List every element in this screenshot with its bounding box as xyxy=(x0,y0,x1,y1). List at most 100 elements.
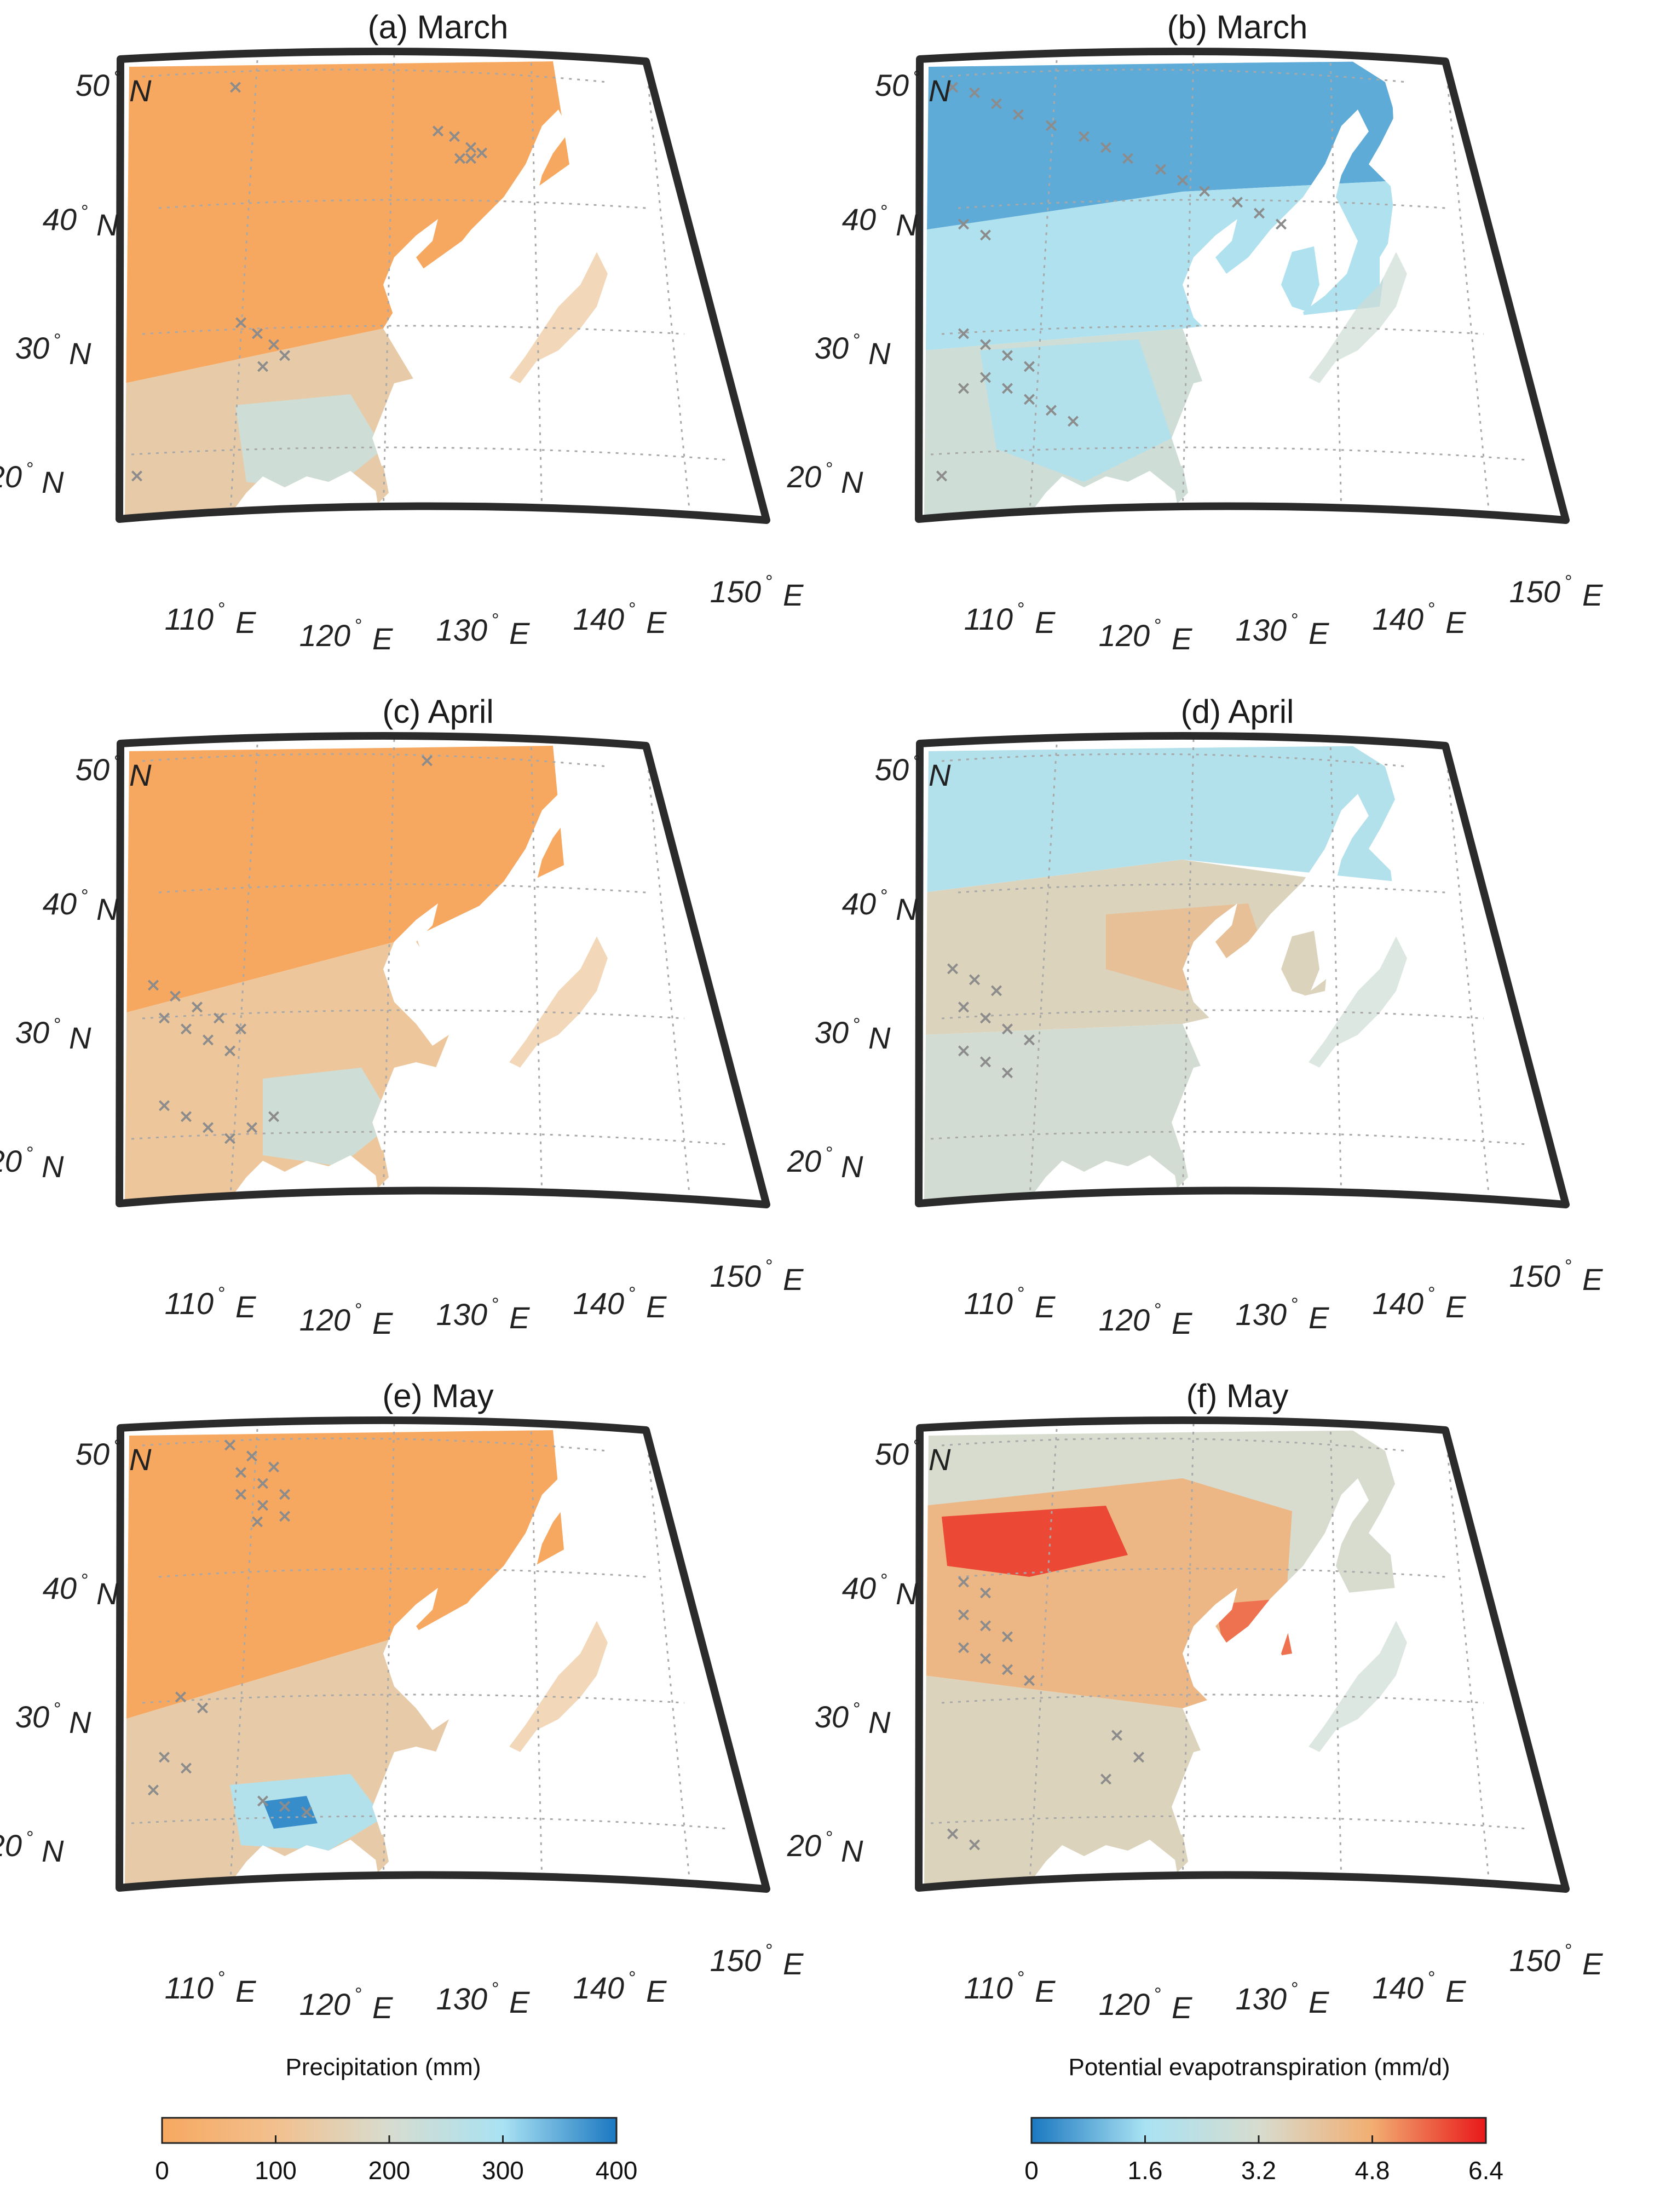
panel-b: (b) March× × × × × × × × × × × × × ×× ×× × × ×× × × × × ××50 ° N… xyxy=(787,9,1603,656)
panel-c: (c) April××××××××××××××××50°N40°N30°N20°… xyxy=(0,693,804,1340)
lat-label-hemisphere: N xyxy=(129,758,152,792)
contour-region xyxy=(235,394,383,493)
map-body: × × ×× × ×× × ××× ×× ×× × × × xyxy=(119,1420,766,1889)
lon-label: 120 ° E xyxy=(1099,1300,1192,1340)
mask-marker: × xyxy=(250,1511,266,1533)
lat-label-degree: ° xyxy=(81,1570,89,1591)
mask-marker: × xyxy=(1000,1062,1016,1084)
mask-marker: × xyxy=(989,93,1005,114)
lat-label-hemisphere: N xyxy=(929,758,951,792)
mask-marker: × xyxy=(1252,202,1267,224)
map-frame xyxy=(915,1416,1570,1893)
lat-label-degree: ° xyxy=(81,201,89,222)
lat-label: 50 ° N xyxy=(875,1436,951,1477)
mask-marker: × xyxy=(978,333,994,355)
mask-marker: × xyxy=(146,1779,162,1801)
lat-label-degree: ° xyxy=(853,1015,861,1035)
mask-marker: × xyxy=(1109,1724,1125,1746)
contour-region xyxy=(980,339,1172,482)
lon-label-degree: ° xyxy=(355,1984,362,2005)
lat-label-hemisphere: N xyxy=(841,465,863,499)
mask-marker: × xyxy=(255,1494,271,1516)
mask-marker: × xyxy=(277,1795,293,1817)
lon-label-value: 150 xyxy=(710,1259,761,1293)
mask-marker: × xyxy=(211,1007,227,1029)
mask-marker: × xyxy=(1022,388,1038,410)
panels-layer: (a) March×××××××××××××50°N40°N30°N20°N11… xyxy=(0,9,1603,2025)
mask-marker: × xyxy=(1131,1746,1147,1768)
lon-label: 150 ° E xyxy=(710,1256,804,1297)
lat-label-degree: ° xyxy=(880,201,888,222)
contour-region xyxy=(125,746,564,1013)
lat-label-hemisphere: N xyxy=(868,336,891,371)
mask-marker: × xyxy=(222,1040,238,1062)
map-body: ×× × ××××× × ×××× xyxy=(119,51,766,520)
mask-marker: × xyxy=(978,1007,994,1029)
lat-label: 50 ° N xyxy=(875,752,951,792)
mask-marker: × xyxy=(447,125,463,147)
mask-marker: × xyxy=(956,1571,972,1593)
colorbar-layer: Precipitation (mm) 0 100 200 300 400 Potenti… xyxy=(155,2054,1503,2185)
lon-label: 120 ° E xyxy=(299,1300,393,1340)
mask-marker: × xyxy=(1022,1029,1038,1051)
mask-markers: × × × × × × × × × × × × × × xyxy=(945,1571,1147,1856)
lat-label-hemisphere: N xyxy=(42,465,64,499)
mask-marker: × xyxy=(1098,136,1114,158)
lat-label: 30 ° N xyxy=(815,1015,891,1055)
mask-marker: × xyxy=(129,465,145,487)
lat-label-degree: ° xyxy=(81,886,89,907)
mask-marker: × xyxy=(233,1018,249,1040)
lat-label-hemisphere: N xyxy=(96,208,119,242)
lat-label: 20° N xyxy=(0,1828,64,1868)
mask-marker: × xyxy=(1098,1768,1114,1790)
lon-label-value: 130 xyxy=(436,1981,487,2016)
colorbar-ticks-pet: 0 1.6 3.2 4.8 6.4 xyxy=(1024,2135,1503,2185)
lat-label: 20° N xyxy=(0,1143,64,1184)
lat-label-value: 30 xyxy=(15,331,49,365)
graticule xyxy=(930,1423,1528,1889)
mask-marker: × xyxy=(189,996,205,1018)
lon-label: 140 ° E xyxy=(573,1283,667,1324)
lon-label-degree: ° xyxy=(355,615,362,636)
lat-label-value: 40 xyxy=(43,1571,77,1605)
lon-label-value: 110 xyxy=(165,602,214,636)
lat-label-degree: ° xyxy=(54,1015,61,1035)
lon-label: 130 ° E xyxy=(436,1979,530,2019)
mask-marker: × xyxy=(1044,114,1059,136)
map-frame xyxy=(116,47,770,524)
lat-label-value: 50 xyxy=(875,68,909,102)
mask-marker: × xyxy=(233,312,249,333)
lon-label-degree: ° xyxy=(1565,1256,1572,1277)
lat-label-degree: ° xyxy=(114,67,122,88)
lon-label-value: 120 xyxy=(1099,1303,1150,1337)
lat-label: 40 ° N xyxy=(43,886,119,926)
lat-label-hemisphere: N xyxy=(868,1021,891,1055)
lon-label-hemisphere: E xyxy=(235,1289,256,1324)
lat-label-hemisphere: N xyxy=(42,1149,64,1184)
panel-title: (b) March xyxy=(1167,9,1308,45)
lat-label: 30 ° N xyxy=(15,1015,91,1055)
mask-marker: × xyxy=(266,333,282,355)
mask-marker: × xyxy=(277,1505,293,1527)
lon-label: 140 ° E xyxy=(573,1968,667,2008)
lon-label: 140 ° E xyxy=(1373,599,1466,640)
lon-label-degree: ° xyxy=(765,1256,773,1277)
mask-marker: × xyxy=(934,465,950,487)
lon-label-hemisphere: E xyxy=(1035,605,1056,640)
contour-region xyxy=(263,1068,394,1166)
lon-label-value: 140 xyxy=(573,1286,624,1321)
mask-marker: × xyxy=(168,985,183,1007)
lon-label: 150 ° E xyxy=(710,1940,804,1981)
map-body: × × × × × × × × × × × × × × xyxy=(919,1420,1566,1889)
mask-marker: × xyxy=(1022,1669,1038,1691)
contour-region xyxy=(1309,936,1407,1068)
colorbar-pet: Potential evapotranspiration (mm/d) 0 1.6… xyxy=(1024,2054,1503,2185)
lon-label-value: 110 xyxy=(165,1971,214,2005)
lon-label-value: 130 xyxy=(1236,1981,1287,2016)
lat-label-hemisphere: N xyxy=(96,1576,119,1611)
lat-label-hemisphere: N xyxy=(929,1442,951,1477)
lon-label-value: 110 xyxy=(964,602,1013,636)
mask-marker: × xyxy=(1120,147,1136,169)
lon-label-hemisphere: E xyxy=(235,605,256,640)
lon-label: 130 ° E xyxy=(436,610,530,650)
